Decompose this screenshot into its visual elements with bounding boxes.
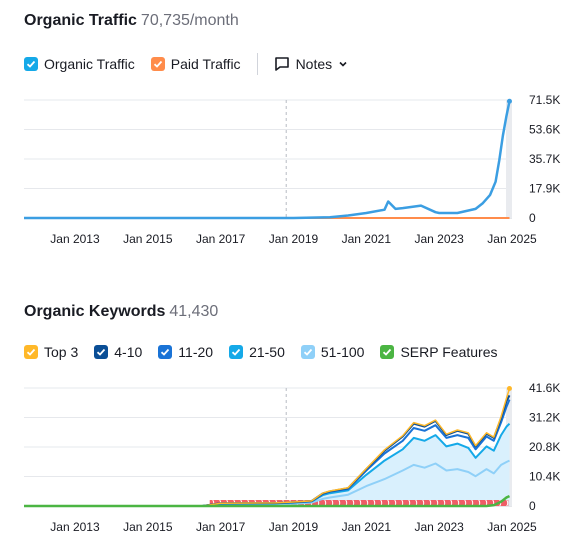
keywords-x-tick: Jan 2023 (414, 520, 464, 534)
legend-label-organic-traffic: Organic Traffic (44, 56, 135, 72)
chevron-down-icon (339, 61, 347, 67)
legend-pos-21-50[interactable]: 21-50 (229, 344, 285, 360)
keywords-x-tick: Jan 2013 (50, 520, 100, 534)
keywords-y-tick: 10.4K (529, 470, 560, 484)
organic-traffic-title-text: Organic Traffic (24, 12, 137, 29)
traffic-x-tick: Jan 2025 (487, 232, 537, 246)
keywords-legend: Top 3 4-10 11-20 21-50 51-100 SERP Features (24, 344, 513, 360)
keywords-x-tick: Jan 2021 (342, 520, 392, 534)
check-icon (97, 348, 106, 356)
check-icon (383, 348, 392, 356)
legend-label: 21-50 (249, 344, 285, 360)
traffic-x-tick: Jan 2015 (123, 232, 173, 246)
legend-label: Top 3 (44, 344, 79, 360)
keywords-y-tick: 41.6K (529, 381, 560, 395)
check-icon (231, 348, 241, 356)
paid-traffic-checkbox[interactable] (150, 57, 165, 71)
notes-label: Notes (295, 56, 333, 72)
traffic-x-tick: Jan 2021 (342, 232, 392, 246)
organic-keywords-title-text: Organic Keywords (24, 303, 166, 320)
keywords-x-tick: Jan 2017 (196, 520, 246, 534)
legend-serp-features[interactable]: SERP Features (380, 344, 497, 360)
legend-pos-11-20[interactable]: 11-20 (158, 344, 213, 360)
check-icon (26, 60, 36, 68)
pos-51-100-checkbox[interactable] (300, 345, 315, 359)
keywords-y-tick: 20.8K (529, 440, 560, 454)
notes-dropdown[interactable]: Notes (274, 56, 349, 72)
traffic-x-tick: Jan 2017 (196, 232, 246, 246)
serp-marker-tick (506, 499, 509, 507)
note-icon (274, 57, 289, 71)
check-icon (26, 348, 36, 356)
traffic-y-tick: 35.7K (529, 152, 560, 166)
legend-label: 11-20 (178, 344, 214, 360)
serp-features-markers[interactable] (209, 500, 509, 506)
organic-traffic-chart: 71.5K 53.6K 35.7K 17.9K 0 Jan 2013 Jan 2015 Jan… (24, 93, 560, 246)
keywords-x-tick: Jan 2025 (487, 520, 537, 534)
organic-traffic-last-point[interactable] (506, 98, 512, 104)
legend-label: 51-100 (320, 344, 365, 360)
legend-organic-traffic[interactable]: Organic Traffic (24, 56, 135, 72)
traffic-current-band (506, 100, 512, 218)
top3-checkbox[interactable] (24, 345, 38, 359)
traffic-x-tick: Jan 2013 (50, 232, 100, 246)
keywords-y-tick: 31.2K (529, 411, 560, 425)
organic-keywords-chart: 41.6K 31.2K 20.8K 10.4K 0 Jan 2013 Jan 2015 Jan… (24, 381, 560, 534)
organic-traffic-title: Organic Traffic 70,735/month (24, 12, 239, 30)
pos-11-20-checkbox[interactable] (158, 345, 173, 359)
keywords-x-tick: Jan 2015 (123, 520, 173, 534)
traffic-y-tick: 17.9K (529, 182, 560, 196)
legend-divider (256, 53, 258, 75)
legend-paid-traffic[interactable]: Paid Traffic (150, 56, 241, 72)
keywords-y-tick: 0 (529, 499, 536, 513)
legend-label: SERP Features (400, 344, 498, 360)
keywords-line-top-3 (24, 388, 511, 507)
keywords-x-tick: Jan 2019 (269, 520, 319, 534)
serp-features-checkbox[interactable] (380, 345, 395, 359)
check-icon (153, 60, 162, 68)
pos-4-10-checkbox[interactable] (94, 345, 109, 359)
keywords-last-point[interactable] (506, 385, 512, 391)
traffic-x-tick: Jan 2023 (414, 232, 464, 246)
check-icon (303, 348, 313, 356)
keywords-line-51-100 (24, 459, 510, 507)
traffic-x-tick: Jan 2019 (269, 232, 319, 246)
legend-top3[interactable]: Top 3 (24, 344, 78, 360)
legend-label-paid-traffic: Paid Traffic (170, 56, 241, 72)
organic-keywords-title: Organic Keywords 41,430 (24, 303, 218, 321)
traffic-y-tick: 0 (529, 211, 536, 225)
organic-keywords-value: 41,430 (169, 303, 219, 320)
legend-label: 4-10 (114, 344, 143, 360)
keywords-line-serp-features (24, 494, 511, 508)
organic-traffic-value: 70,735/month (140, 12, 239, 29)
traffic-y-tick: 71.5K (529, 93, 560, 107)
legend-pos-51-100[interactable]: 51-100 (300, 344, 365, 360)
traffic-y-tick: 53.6K (529, 123, 560, 137)
keywords-area-fill (24, 423, 510, 506)
legend-pos-4-10[interactable]: 4-10 (94, 344, 142, 360)
pos-21-50-checkbox[interactable] (229, 345, 244, 359)
check-icon (161, 348, 170, 356)
organic-traffic-line (24, 101, 511, 220)
organic-traffic-checkbox[interactable] (24, 57, 38, 71)
traffic-legend: Organic Traffic Paid Traffic Notes (24, 53, 348, 75)
